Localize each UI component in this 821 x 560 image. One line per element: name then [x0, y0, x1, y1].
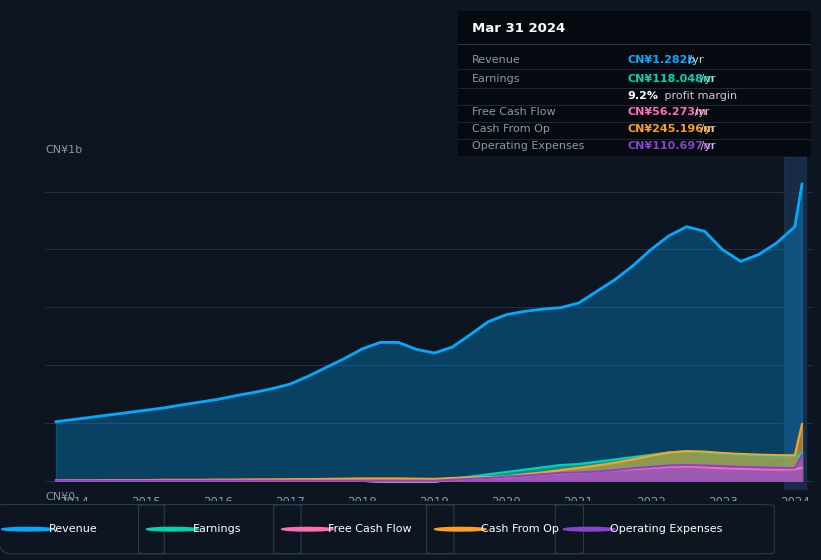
Text: Earnings: Earnings	[472, 74, 521, 84]
Text: /yr: /yr	[698, 141, 716, 151]
Text: /yr: /yr	[685, 55, 704, 64]
Text: CN¥1b: CN¥1b	[45, 145, 82, 155]
Circle shape	[434, 528, 486, 531]
Text: Cash From Op: Cash From Op	[481, 524, 559, 534]
Circle shape	[282, 528, 333, 531]
Text: CN¥118.048m: CN¥118.048m	[627, 74, 715, 84]
Text: Operating Expenses: Operating Expenses	[472, 141, 585, 151]
Text: Revenue: Revenue	[472, 55, 521, 64]
Text: Earnings: Earnings	[193, 524, 241, 534]
Text: /yr: /yr	[698, 74, 716, 84]
Text: /yr: /yr	[691, 108, 709, 118]
Bar	[784, 157, 805, 490]
Text: CN¥245.196m: CN¥245.196m	[627, 124, 715, 134]
Circle shape	[563, 528, 615, 531]
Text: /yr: /yr	[698, 124, 716, 134]
Text: Cash From Op: Cash From Op	[472, 124, 550, 134]
Text: profit margin: profit margin	[661, 91, 737, 101]
Text: CN¥0: CN¥0	[45, 492, 76, 502]
Circle shape	[147, 528, 198, 531]
Text: CN¥56.273m: CN¥56.273m	[627, 108, 707, 118]
Text: CN¥110.697m: CN¥110.697m	[627, 141, 715, 151]
Text: Revenue: Revenue	[48, 524, 97, 534]
Text: Free Cash Flow: Free Cash Flow	[472, 108, 556, 118]
Text: 9.2%: 9.2%	[627, 91, 658, 101]
Text: Operating Expenses: Operating Expenses	[610, 524, 722, 534]
Circle shape	[2, 528, 53, 531]
Text: Free Cash Flow: Free Cash Flow	[328, 524, 412, 534]
Text: Mar 31 2024: Mar 31 2024	[472, 22, 566, 35]
Text: CN¥1.282b: CN¥1.282b	[627, 55, 696, 64]
